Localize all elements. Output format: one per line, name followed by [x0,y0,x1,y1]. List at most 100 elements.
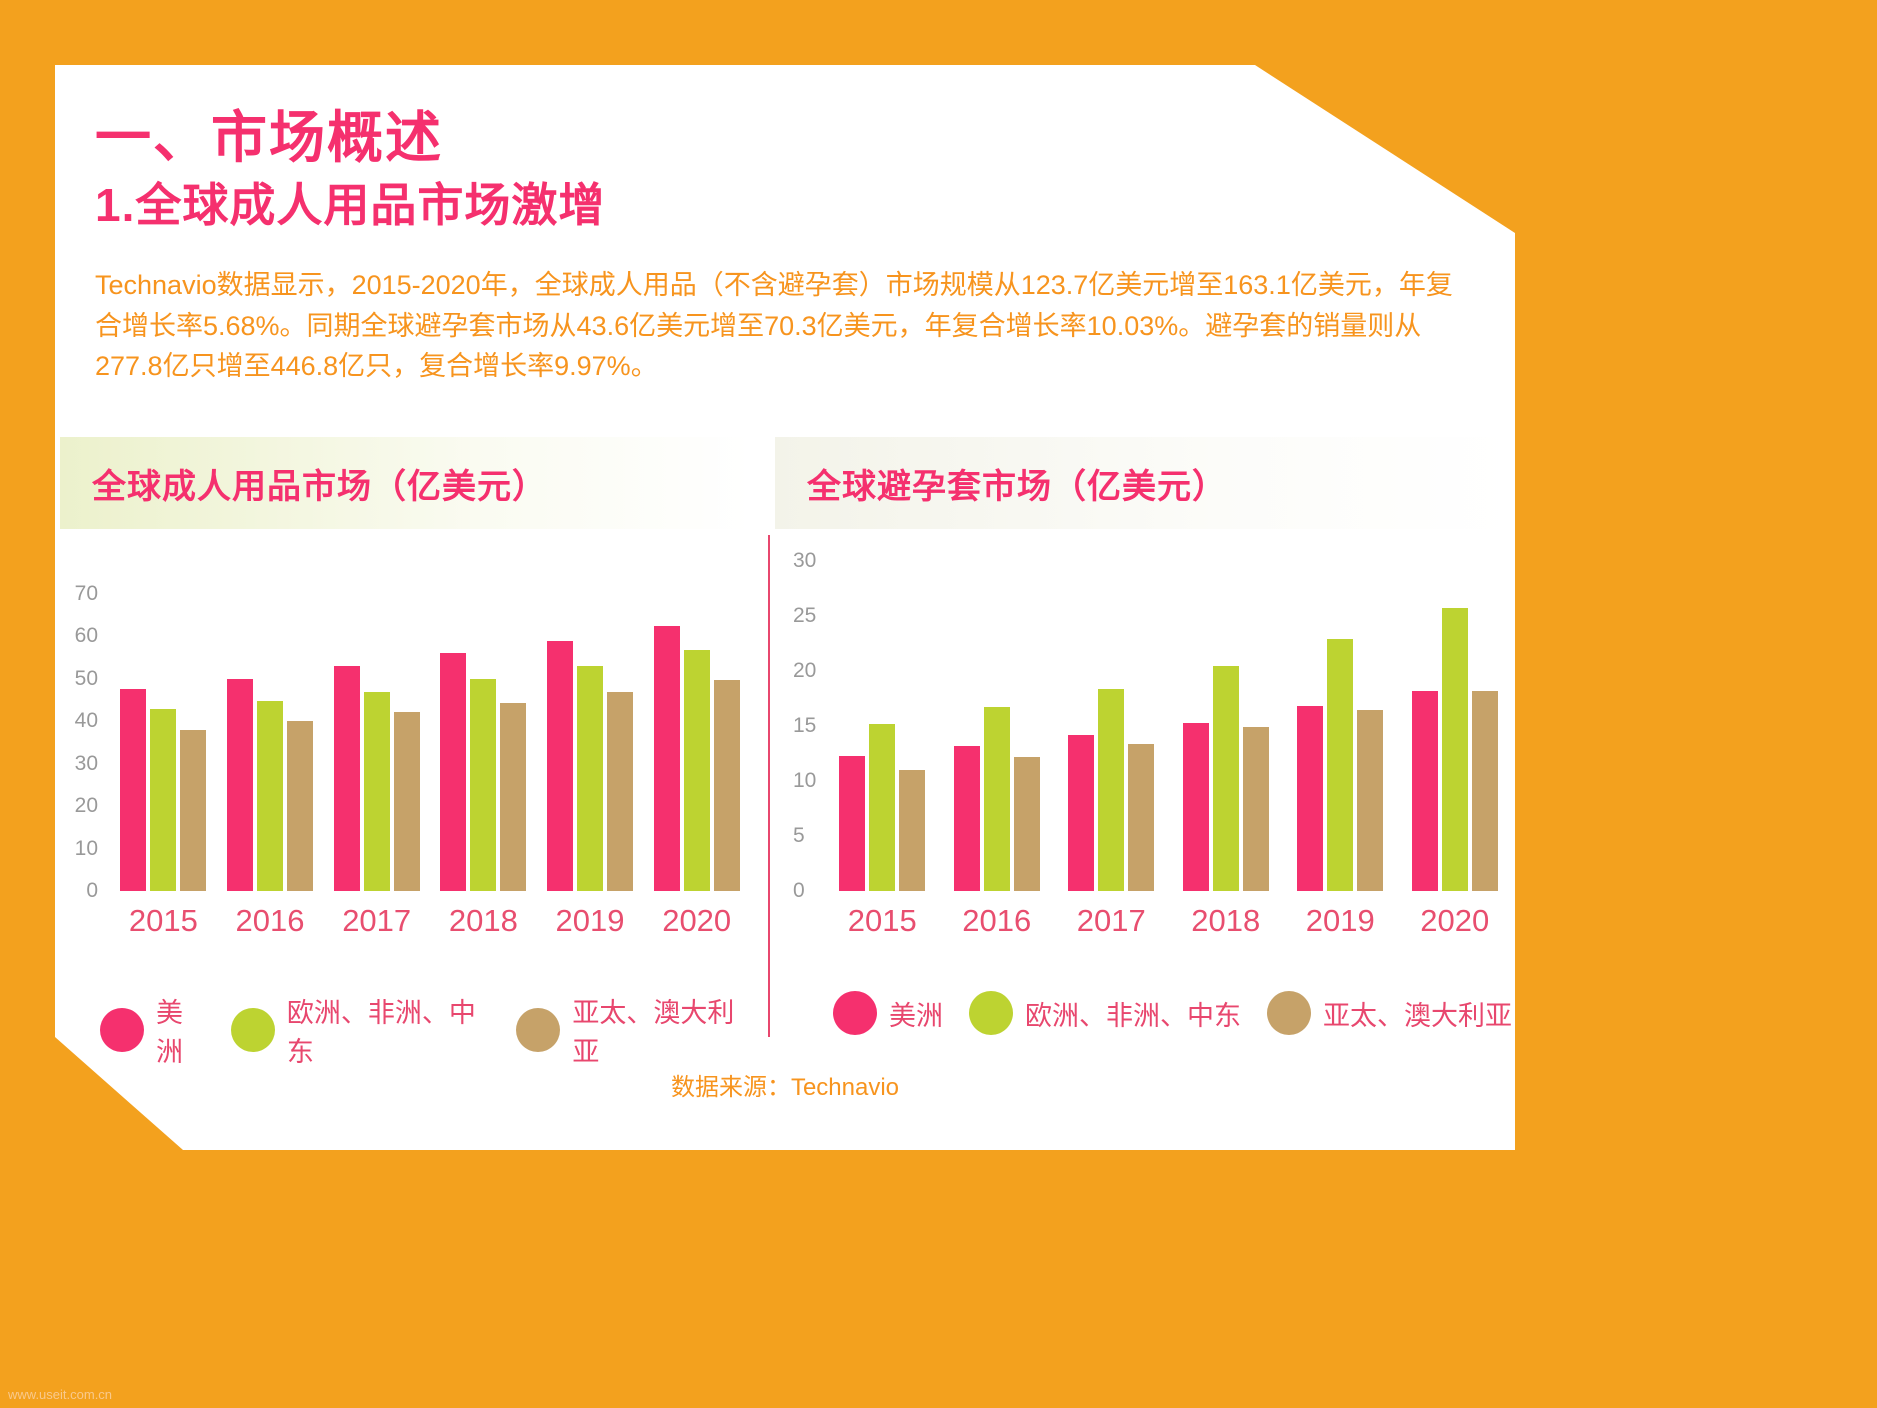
legend-item: 美洲 [100,991,205,1069]
bar-group-2018 [430,653,537,891]
legend-dot-icon [230,1008,275,1052]
x-axis-spacer [775,903,825,939]
bar-group-2019 [1283,639,1398,891]
legend-item: 美洲 [833,991,943,1035]
bar [839,755,866,891]
y-tick-label: 10 [74,836,98,860]
chart-title: 全球成人用品市场（亿美元） [92,467,547,506]
plot-row: 0 5 10 15 20 25 30 [775,535,1512,902]
legend-dot-icon [516,1008,561,1052]
x-axis-spacer [60,903,110,939]
x-tick-label: 2016 [962,903,1032,938]
y-tick-label: 30 [793,549,817,572]
bar [1098,688,1125,891]
bar [713,679,740,891]
bar [1212,665,1239,891]
bar-group-2015 [110,689,217,891]
x-tick-label: 2019 [555,903,625,938]
chart-title-band: 全球避孕套市场（亿美元） [775,437,1512,529]
y-tick-label: 20 [74,794,98,818]
legend-label: 亚太、澳大利亚 [1323,1000,1512,1031]
bar-group-2016 [940,707,1055,891]
bar-group-2017 [323,666,430,891]
y-tick-label: 0 [86,879,98,902]
legend-label: 美洲 [156,998,183,1067]
bar [1068,734,1095,891]
bar [547,640,574,891]
legend-item: 亚太、澳大利亚 [516,991,750,1069]
bar [683,650,710,891]
x-axis: 2015 2016 2017 2018 2019 2020 [60,903,750,939]
y-tick-label: 40 [74,709,98,733]
chart-condom-market: 全球避孕套市场（亿美元） 0 5 10 15 20 25 30 2015 2016 2017 20… [775,437,1512,1035]
chart-divider-line [768,535,770,1037]
bar-group-2020 [643,625,750,891]
bar [899,770,926,891]
bar [120,689,147,891]
bar [577,666,604,891]
intro-paragraph: Technavio数据显示，2015-2020年，全球成人用品（不含避孕套）市场… [95,270,1453,381]
bar [1471,690,1498,891]
bar [180,729,207,891]
y-tick-label: 30 [74,751,98,775]
legend-label: 美洲 [889,1000,943,1031]
legend-item: 欧洲、非洲、中东 [230,991,490,1069]
bar [257,701,283,891]
bar-group-2015 [825,723,940,891]
legend-label: 亚太、澳大利亚 [572,998,735,1067]
legend-dot-icon [969,991,1013,1035]
plot-area [825,535,1512,891]
x-tick-label: 2015 [128,903,198,938]
x-tick-label: 2015 [847,903,917,938]
x-tick-label: 2017 [1076,903,1146,938]
x-tick-label: 2020 [662,903,732,938]
bar [1441,608,1468,891]
bar [983,707,1010,891]
legend: 美洲 欧洲、非洲、中东 亚太、澳大利亚 [60,991,750,1069]
legend-dot-icon [100,1008,144,1052]
data-source: 数据来源：Technavio [670,1074,900,1101]
x-tick-label: 2017 [342,903,412,938]
x-tick-label: 2018 [448,903,518,938]
bar [653,625,680,891]
x-tick-label: 2019 [1305,903,1375,938]
chart-title-band: 全球成人用品市场（亿美元） [60,437,750,529]
x-tick-label: 2016 [235,903,305,938]
bar-group-2016 [217,678,324,891]
bar [1357,709,1384,891]
bar-group-2019 [537,640,644,891]
legend-item: 亚太、澳大利亚 [1267,991,1512,1035]
chart-adult-products-market: 全球成人用品市场（亿美元） 0 10 20 30 40 50 60 70 2015 2016 20… [60,437,750,1069]
legend-dot-icon [1267,991,1311,1035]
bar-group-2020 [1398,608,1513,891]
x-axis: 2015 2016 2017 2018 2019 2020 [775,903,1512,939]
content-card: 一、市场概述 1.全球成人用品市场激增 Technavio数据显示，2015-2… [55,65,1515,1150]
y-tick-label: 50 [74,666,98,690]
legend-label: 欧洲、非洲、中东 [1025,1000,1241,1031]
bar [227,678,253,891]
bar [869,723,896,891]
bar [470,679,497,891]
bar [1297,706,1324,891]
chart-title: 全球避孕套市场（亿美元） [807,467,1227,506]
page-title: 一、市场概述 [95,106,443,169]
bar-group-2018 [1169,665,1284,891]
watermark: www.useit.com.cn [8,1387,113,1402]
x-tick-label: 2018 [1191,903,1261,938]
plot-row: 0 10 20 30 40 50 60 70 [60,535,750,902]
legend-item: 欧洲、非洲、中东 [969,991,1241,1035]
y-tick-label: 5 [793,824,805,847]
y-tick-label: 0 [793,879,805,902]
y-tick-label: 20 [793,659,817,682]
bar [1327,639,1354,891]
bar [287,721,313,891]
y-tick-label: 70 [74,582,98,605]
y-tick-label: 25 [793,604,817,627]
bar [1128,743,1155,891]
bar [150,709,177,891]
bar-group-2017 [1054,688,1169,891]
bar [363,691,390,891]
bar [607,691,634,891]
plot-area [110,535,750,891]
